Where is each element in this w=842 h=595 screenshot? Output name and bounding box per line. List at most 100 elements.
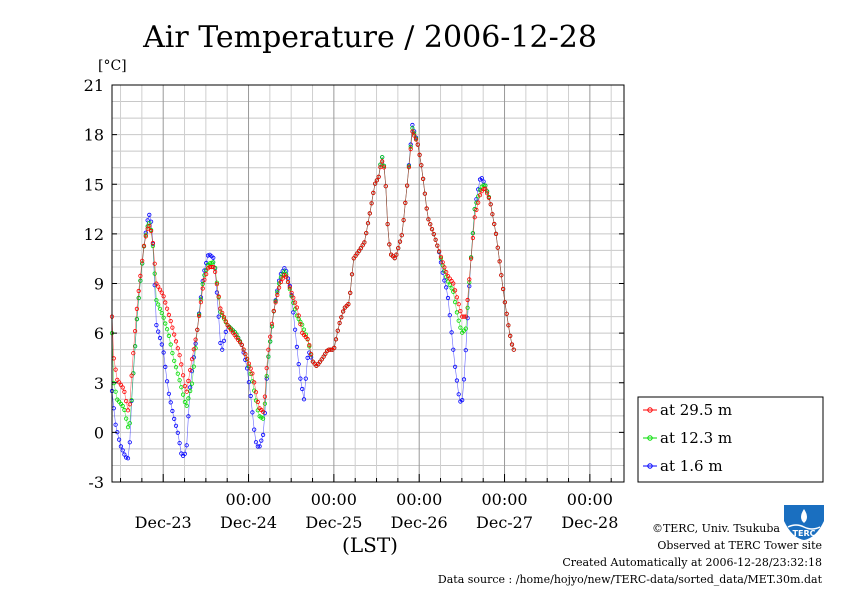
data-point	[124, 416, 129, 421]
data-point	[454, 310, 459, 315]
data-point	[260, 416, 266, 421]
data-point	[145, 226, 150, 231]
data-point	[129, 373, 134, 378]
chart-title: Air Temperature / 2006-12-28	[142, 20, 597, 55]
legend-label: at 1.6 m	[660, 457, 723, 475]
data-point	[163, 364, 168, 369]
data-point	[451, 281, 456, 286]
data-point	[440, 260, 445, 265]
data-point	[175, 346, 180, 351]
data-point	[149, 228, 154, 234]
data-point	[428, 222, 433, 227]
y-tick-label: 21	[84, 76, 104, 95]
data-point	[294, 305, 299, 310]
data-point	[133, 344, 138, 349]
data-point	[173, 423, 179, 428]
grid-lines	[112, 84, 624, 483]
data-point	[287, 285, 292, 290]
data-point	[161, 350, 166, 355]
data-point	[456, 392, 461, 397]
data-point	[429, 227, 435, 232]
data-point	[477, 193, 483, 198]
data-point	[376, 174, 381, 179]
data-point	[408, 146, 413, 152]
x-date-label: Dec-27	[476, 513, 533, 532]
data-point	[479, 176, 484, 181]
data-point	[461, 314, 467, 319]
y-axis-unit: [°C]	[98, 58, 127, 74]
data-point	[170, 408, 175, 414]
data-point	[412, 133, 417, 138]
data-point	[275, 292, 280, 298]
data-point	[127, 402, 132, 407]
data-point	[470, 235, 475, 241]
data-point	[124, 398, 129, 404]
data-point	[364, 231, 369, 236]
y-tick-label: 9	[94, 275, 104, 294]
data-point	[157, 287, 163, 292]
data-point	[182, 451, 187, 456]
data-point	[177, 353, 182, 358]
terc-logo: TERC	[784, 505, 824, 540]
data-point	[365, 221, 371, 226]
data-point	[289, 290, 294, 295]
x-time-label: 00:00	[311, 490, 357, 509]
data-point	[292, 300, 298, 305]
data-point	[426, 217, 431, 222]
data-point	[264, 366, 269, 371]
data-point	[248, 366, 253, 371]
data-point	[452, 299, 458, 305]
data-point	[476, 187, 481, 192]
data-point	[346, 301, 351, 307]
data-point	[385, 222, 390, 227]
data-point	[399, 233, 404, 238]
legend-label: at 12.3 m	[660, 429, 732, 447]
data-point	[134, 306, 139, 311]
data-point	[383, 184, 388, 189]
data-point	[253, 390, 259, 395]
data-point	[404, 183, 410, 188]
data-point	[248, 393, 253, 399]
data-point	[271, 308, 276, 313]
data-point	[173, 365, 179, 370]
data-point	[177, 440, 182, 446]
data-point	[335, 328, 340, 333]
data-point	[182, 383, 187, 389]
data-point	[181, 373, 186, 378]
y-tick-label: 15	[84, 175, 104, 194]
data-point	[493, 231, 499, 236]
data-point	[189, 381, 195, 386]
data-point	[417, 152, 422, 157]
data-point	[154, 322, 159, 328]
data-point	[431, 232, 436, 237]
data-point	[221, 338, 227, 343]
data-point	[168, 318, 173, 324]
data-point	[157, 306, 163, 311]
data-point	[463, 314, 468, 319]
data-point	[120, 448, 125, 453]
data-point	[419, 163, 424, 168]
y-tick-label: 0	[94, 423, 104, 442]
data-point	[122, 389, 127, 394]
data-point	[371, 190, 376, 195]
data-point	[488, 202, 493, 207]
data-point	[168, 400, 173, 405]
data-point	[125, 456, 131, 461]
data-point	[454, 378, 459, 383]
data-point	[468, 256, 474, 261]
data-point	[445, 295, 451, 301]
data-point	[184, 389, 189, 394]
data-point	[255, 444, 260, 449]
data-point	[218, 306, 223, 311]
y-tick-label: 12	[84, 225, 104, 244]
x-axis-ticks: Dec-23 00:00 Dec-24 00:00 Dec-25 00:00 Dec-26 0…	[120, 474, 618, 532]
data-point	[349, 272, 355, 277]
data-point	[460, 397, 465, 403]
series-at-29-5-m	[109, 129, 516, 414]
y-tick-label: -3	[88, 473, 104, 492]
data-point	[195, 327, 200, 332]
data-point	[454, 295, 459, 300]
data-point	[161, 315, 166, 320]
data-point	[163, 300, 168, 305]
data-point	[307, 342, 312, 348]
